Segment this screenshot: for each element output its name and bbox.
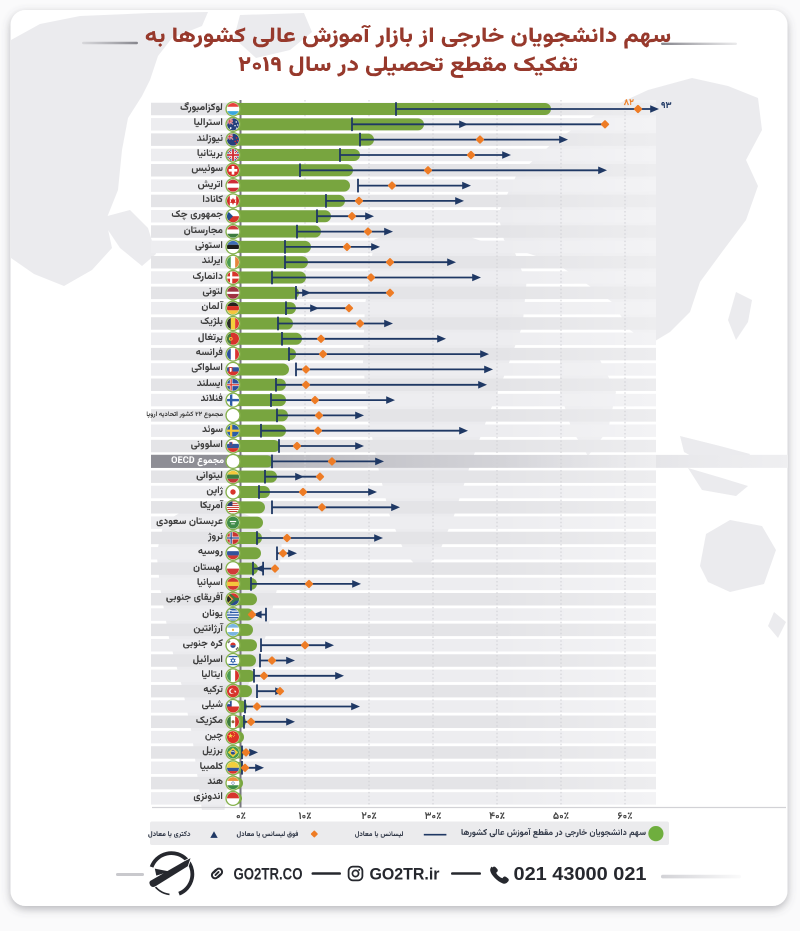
svg-text:GO2TR.ir: GO2TR.ir (370, 865, 440, 884)
svg-text:GO2TR.CO: GO2TR.CO (234, 865, 303, 884)
svg-text:021 43000 021: 021 43000 021 (514, 864, 647, 884)
